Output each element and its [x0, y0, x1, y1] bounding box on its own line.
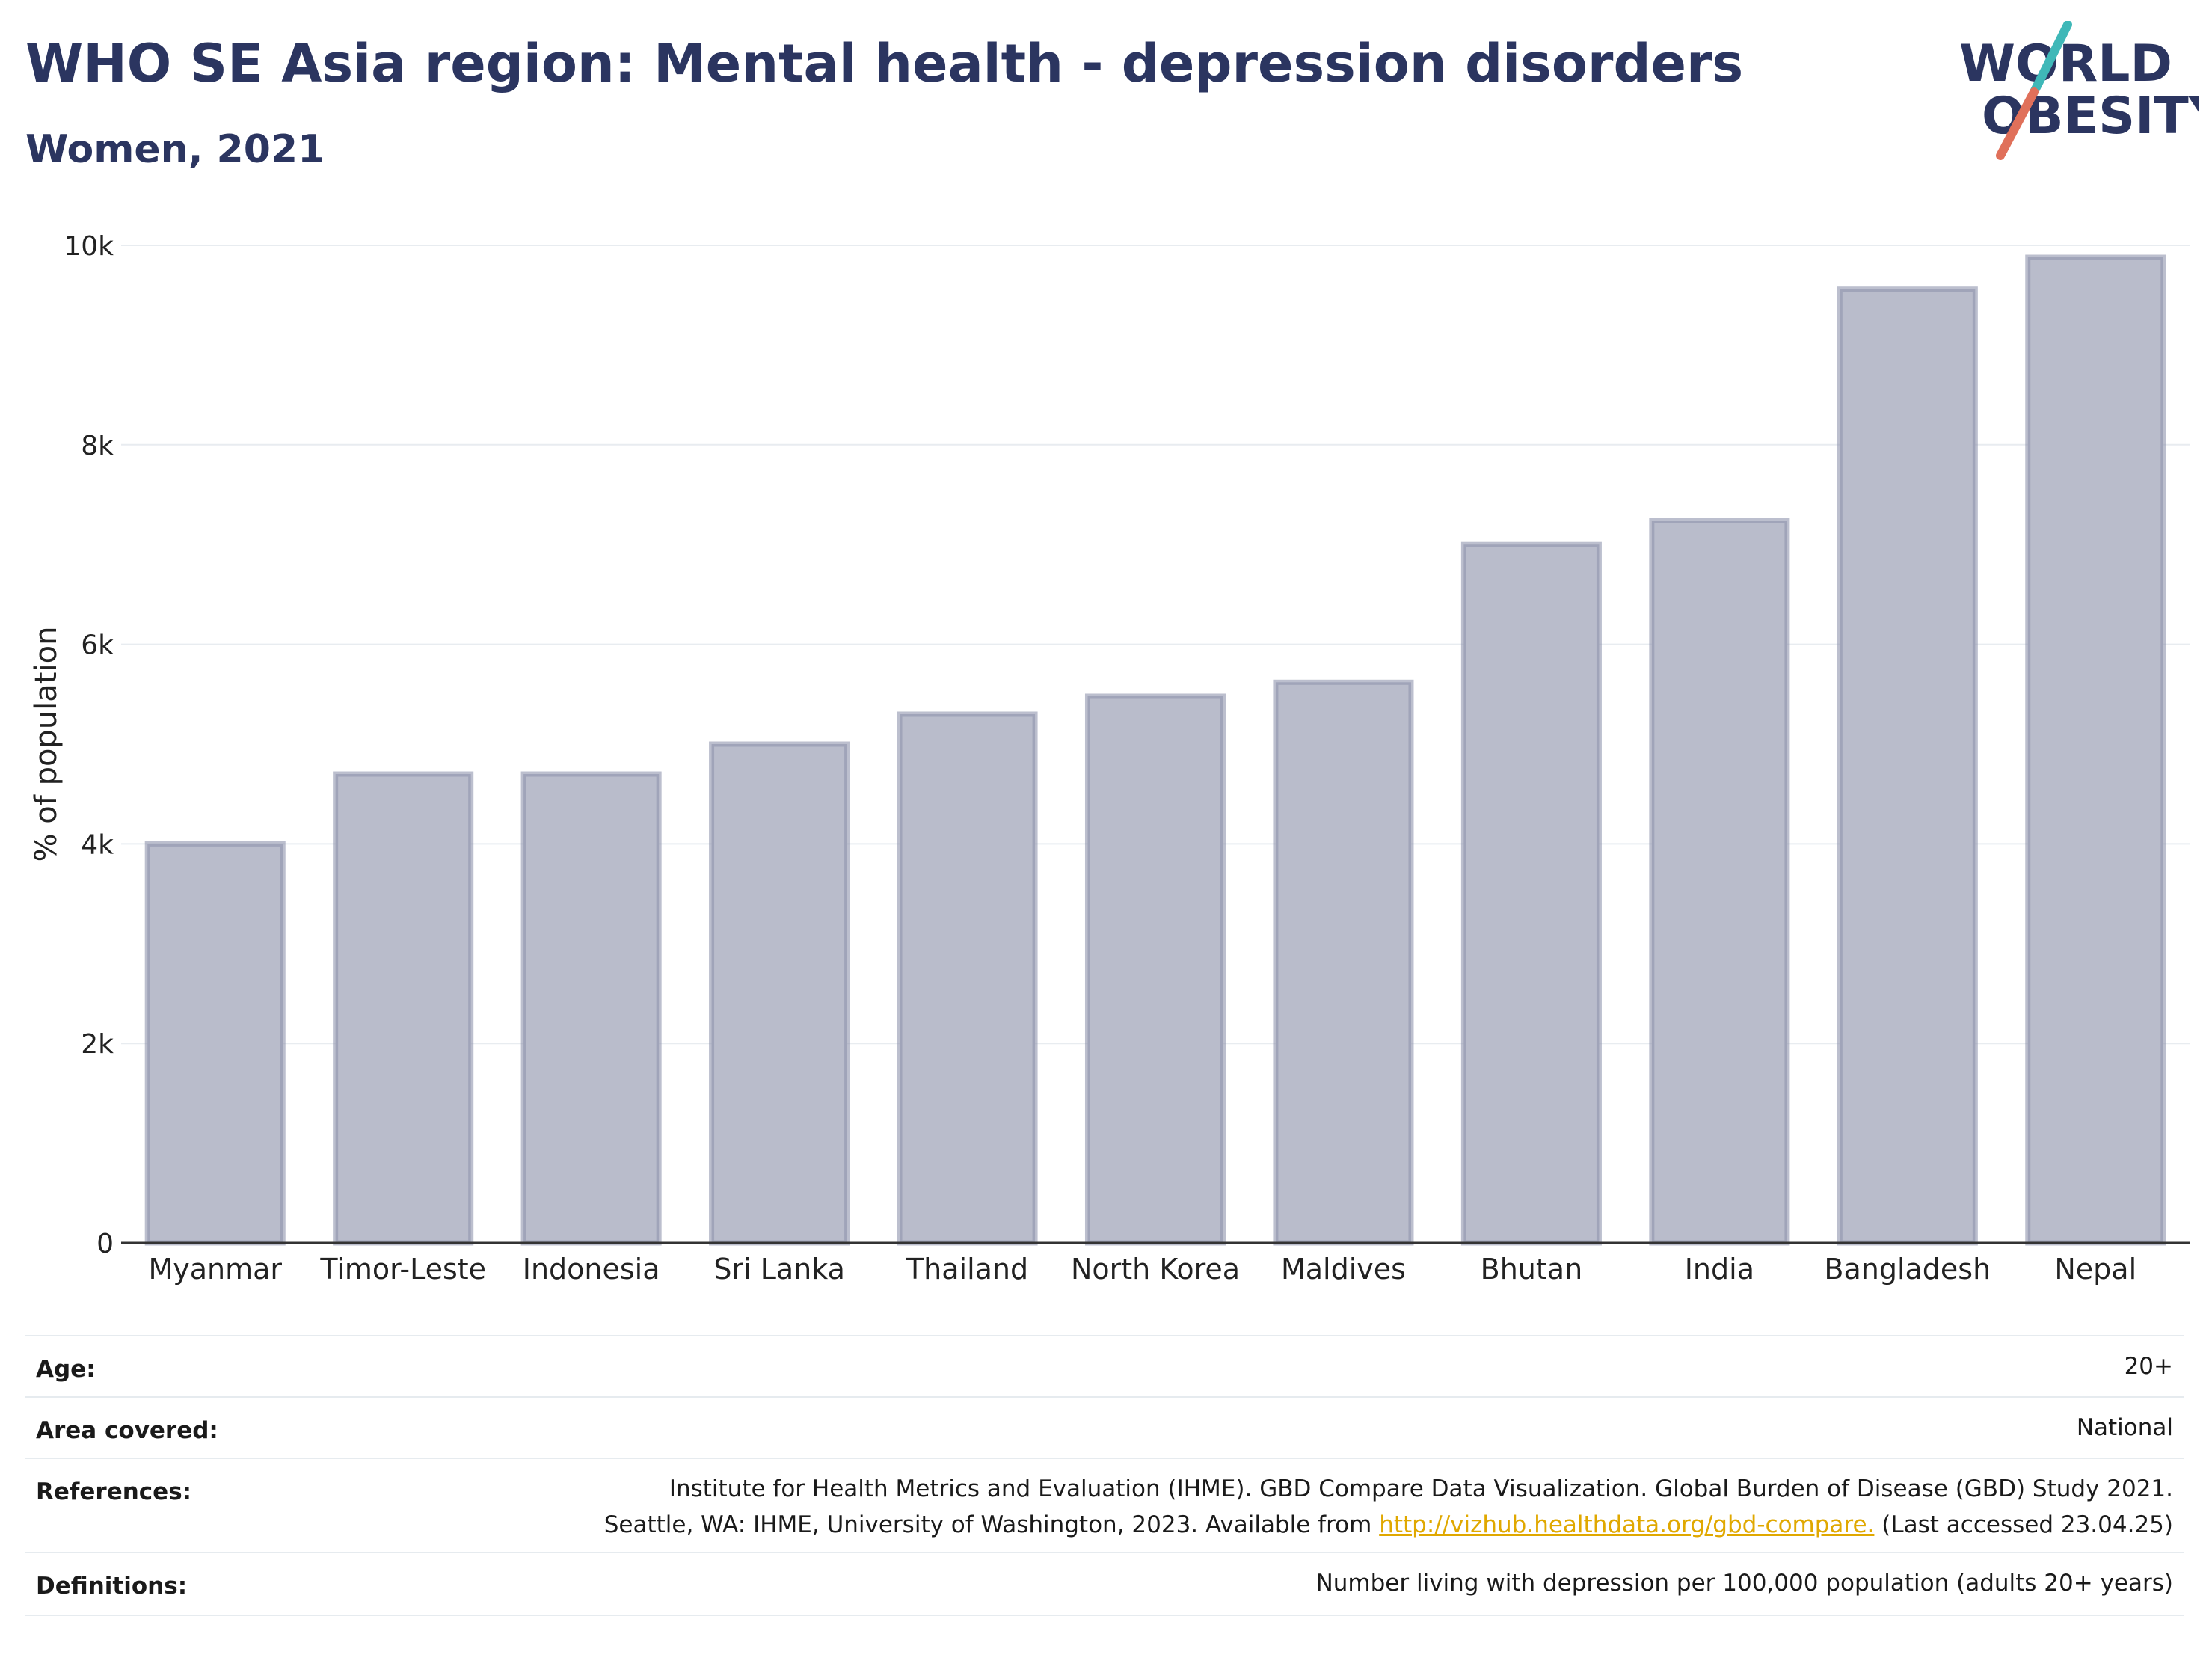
info-row-references: References: Institute for Health Metrics…: [25, 1458, 2184, 1553]
references-link[interactable]: http://vizhub.healthdata.org/gbd-compare…: [1379, 1511, 1875, 1538]
info-row-area: Area covered: National: [25, 1396, 2184, 1459]
x-tick-label: Nepal: [2054, 1253, 2136, 1286]
bar: [520, 771, 662, 1246]
info-row-age: Age: 20+: [25, 1335, 2184, 1398]
logo-line-1: WORLD: [1959, 34, 2172, 93]
area-value: National: [2076, 1414, 2173, 1441]
y-tick-label: 8k: [81, 431, 114, 461]
world-obesity-logo: WORLD OBESITY: [1959, 21, 2199, 160]
bar: [1460, 541, 1602, 1246]
references-line-2-post: (Last accessed 23.04.25): [1874, 1511, 2173, 1538]
x-tick-label: Thailand: [906, 1253, 1028, 1286]
bar: [1649, 518, 1790, 1246]
bar: [144, 841, 286, 1246]
bar: [897, 711, 1038, 1246]
bar: [2025, 254, 2166, 1246]
y-tick-label: 4k: [81, 829, 114, 860]
y-axis-label: % of population: [29, 627, 64, 862]
bar: [1084, 693, 1226, 1246]
x-tick-label: Indonesia: [523, 1253, 660, 1286]
area-label: Area covered:: [36, 1417, 218, 1444]
y-tick-label: 2k: [81, 1029, 114, 1060]
definitions-value: Number living with depression per 100,00…: [1315, 1570, 2173, 1597]
page-title: WHO SE Asia region: Mental health - depr…: [25, 33, 1744, 94]
x-tick-label: North Korea: [1071, 1253, 1240, 1286]
x-tick-label: Myanmar: [148, 1253, 282, 1286]
bar-chart: 0 2k 4k 6k 8k 10k Myanmar Timor-Leste Indonesia S…: [29, 231, 2190, 1286]
bar: [1837, 286, 1978, 1246]
references-value: Institute for Health Metrics and Evaluat…: [604, 1471, 2173, 1543]
references-label: References:: [36, 1479, 192, 1505]
x-tick-label: Bhutan: [1481, 1253, 1583, 1286]
references-line-2-pre: Seattle, WA: IHME, University of Washing…: [603, 1511, 1380, 1538]
page-subtitle: Women, 2021: [25, 127, 325, 172]
logo-slash-coral: [1996, 87, 2039, 160]
references-line-1: Institute for Health Metrics and Evaluat…: [669, 1476, 2173, 1502]
bar: [1273, 679, 1414, 1246]
bar: [709, 741, 850, 1246]
age-value: 20+: [2124, 1353, 2173, 1380]
y-tick-label: 10k: [64, 231, 114, 262]
references-line-2: Seattle, WA: IHME, University of Washing…: [604, 1507, 2173, 1543]
age-label: Age:: [36, 1356, 96, 1383]
x-tick-label: Timor-Leste: [319, 1253, 486, 1286]
x-tick-label: Maldives: [1281, 1253, 1406, 1286]
definitions-label: Definitions:: [36, 1573, 188, 1600]
y-tick-label: 0: [96, 1229, 114, 1259]
x-tick-label: Bangladesh: [1824, 1253, 1991, 1286]
x-tick-label: India: [1685, 1253, 1754, 1286]
logo-slash-teal: [2030, 21, 2072, 96]
x-tick-label: Sri Lanka: [713, 1253, 845, 1286]
info-row-definitions: Definitions: Number living with depressi…: [25, 1552, 2184, 1616]
bar: [333, 771, 474, 1246]
y-tick-label: 6k: [81, 630, 114, 661]
